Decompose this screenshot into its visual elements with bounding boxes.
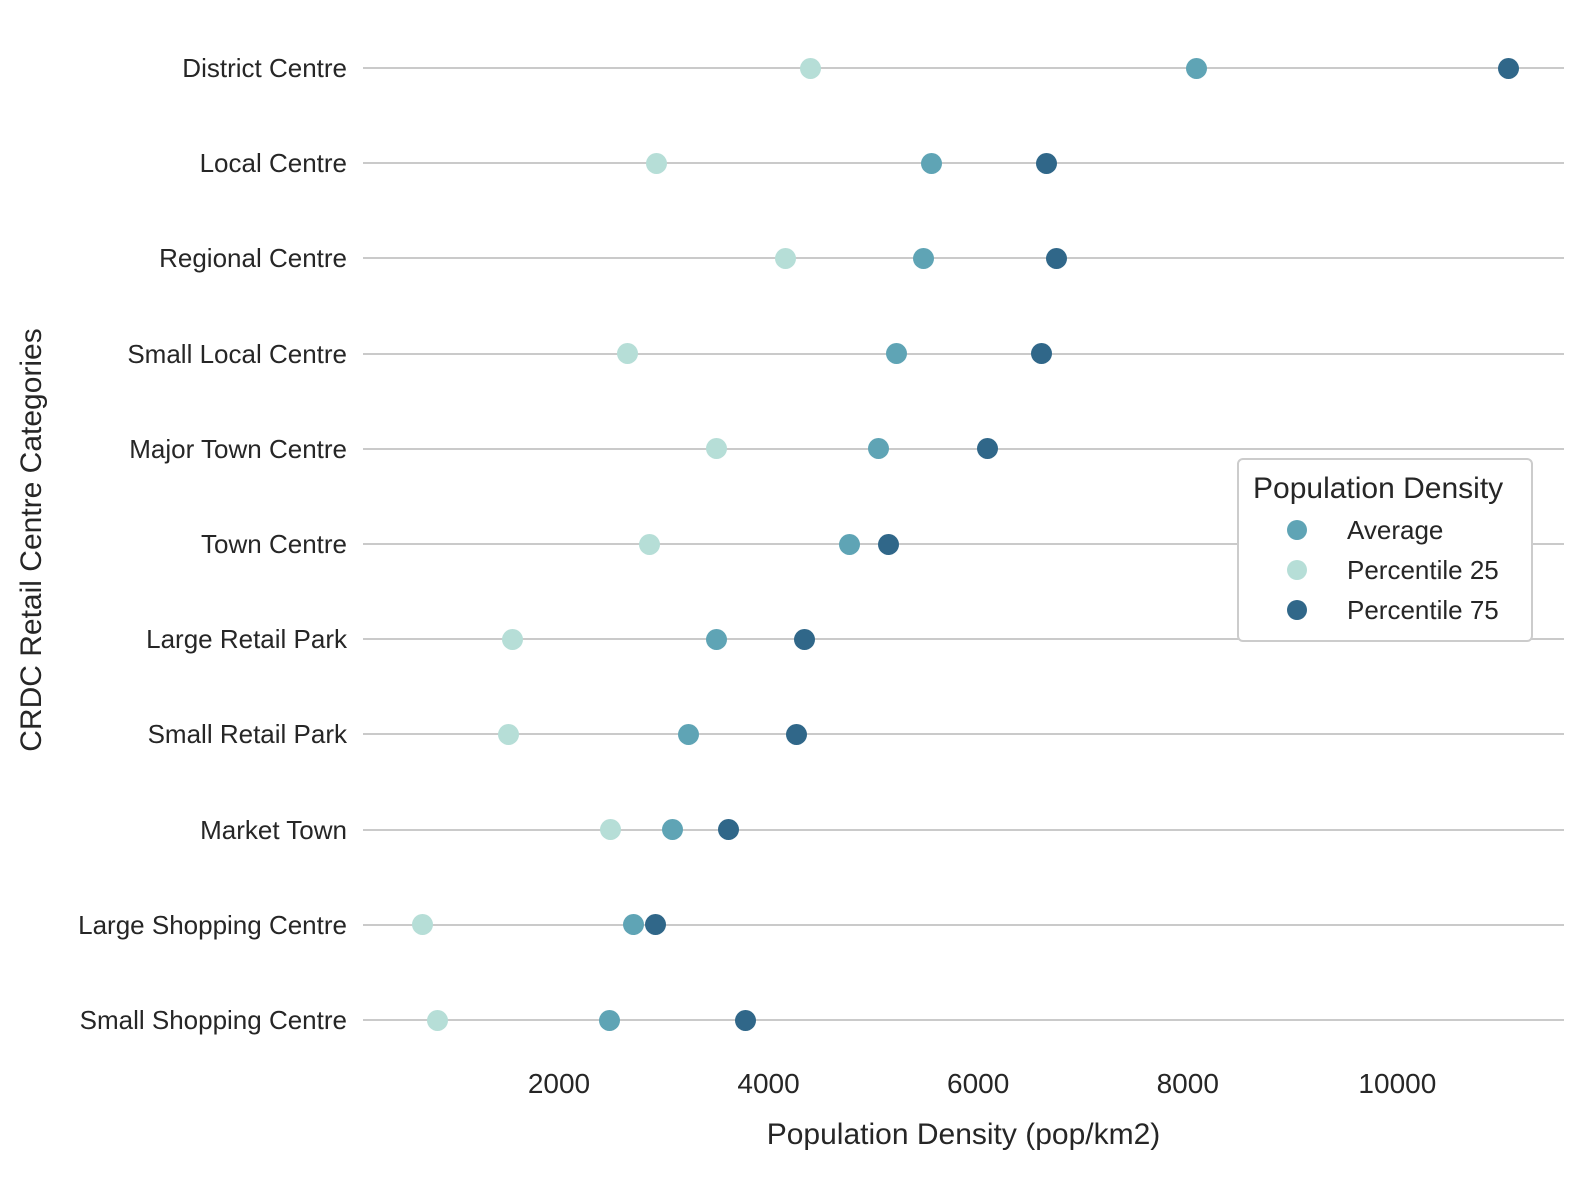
legend-marker-icon	[1287, 520, 1307, 540]
dot-percentile-75	[1035, 152, 1057, 174]
legend-label: Percentile 75	[1347, 594, 1499, 625]
dot-percentile-75	[1030, 343, 1052, 365]
dot-average	[920, 152, 942, 174]
y-tick-label: Regional Centre	[159, 243, 347, 274]
legend-entry: Percentile 75	[1251, 590, 1519, 630]
dot-average	[913, 247, 935, 269]
y-tick-label: Town Centre	[201, 529, 347, 559]
legend-label: Percentile 25	[1347, 554, 1499, 585]
dot-percentile-75	[786, 723, 808, 745]
dot-average	[661, 819, 683, 841]
dot-percentile-25	[616, 343, 638, 365]
gridline	[363, 828, 1564, 831]
dot-average	[885, 343, 907, 365]
y-tick-label: District Centre	[182, 53, 347, 83]
dot-percentile-75	[735, 1009, 757, 1031]
gridline	[363, 543, 1564, 545]
dot-percentile-25	[498, 723, 520, 745]
dot-percentile-25	[799, 57, 821, 79]
legend-entry: Average	[1251, 510, 1519, 550]
dot-percentile-25	[426, 1009, 448, 1031]
y-tick-label: Major Town Centre	[129, 433, 347, 464]
dot-percentile-25	[638, 533, 660, 555]
dot-average	[678, 723, 700, 745]
dot-percentile-25	[705, 438, 727, 460]
dot-average	[1185, 57, 1207, 79]
gridline	[363, 1019, 1564, 1021]
gridline	[363, 733, 1564, 736]
dot-percentile-75	[1046, 247, 1068, 269]
y-tick-label: Large Shopping Centre	[78, 909, 347, 940]
y-tick-label: Small Retail Park	[147, 719, 347, 750]
dot-average	[622, 914, 644, 936]
dot-percentile-75	[877, 533, 899, 555]
dot-average	[868, 438, 890, 460]
legend-entries: Average Percentile 25 Percentile 75	[1251, 510, 1519, 630]
legend-label: Average	[1347, 514, 1444, 545]
x-tick-label: 8000	[1156, 1068, 1219, 1099]
dot-percentile-25	[774, 247, 796, 269]
dot-average	[705, 628, 727, 650]
gridline	[363, 257, 1564, 260]
x-tick-label: 10000	[1358, 1068, 1437, 1099]
dot-average	[838, 533, 860, 555]
legend-entry: Percentile 25	[1251, 550, 1519, 590]
dot-percentile-25	[412, 914, 434, 936]
legend: Population Density Average Percentile 25 P…	[1237, 458, 1533, 642]
gridline	[363, 638, 1564, 641]
x-tick-label: 4000	[737, 1068, 800, 1099]
x-tick-label: 6000	[947, 1068, 1010, 1099]
legend-marker-icon	[1287, 560, 1307, 580]
gridline	[363, 447, 1564, 450]
y-tick-label: Local Centre	[199, 148, 347, 179]
dot-percentile-75	[977, 438, 999, 460]
x-tick-label: 2000	[527, 1068, 591, 1099]
legend-marker-icon	[1287, 600, 1307, 620]
gridline	[363, 67, 1564, 69]
y-tick-label: Large Retail Park	[146, 624, 347, 655]
y-tick-label: Small Shopping Centre	[79, 1005, 347, 1035]
x-axis-title: Population Density (pop/km2)	[766, 1118, 1161, 1151]
dot-percentile-75	[793, 628, 815, 650]
gridline	[363, 352, 1564, 355]
plot-area	[363, 10, 1564, 1058]
dot-percentile-25	[502, 628, 524, 650]
y-tick-label: Small Local Centre	[127, 338, 347, 369]
y-tick-label: Market Town	[200, 814, 347, 845]
dot-percentile-25	[645, 152, 667, 174]
dot-percentile-75	[644, 914, 666, 936]
dot-percentile-25	[599, 819, 621, 841]
legend-title: Population Density	[1253, 472, 1504, 505]
gridline	[363, 162, 1564, 165]
gridline	[363, 923, 1564, 926]
dot-percentile-75	[718, 819, 740, 841]
dot-average	[598, 1009, 620, 1031]
dot-percentile-75	[1497, 57, 1519, 79]
